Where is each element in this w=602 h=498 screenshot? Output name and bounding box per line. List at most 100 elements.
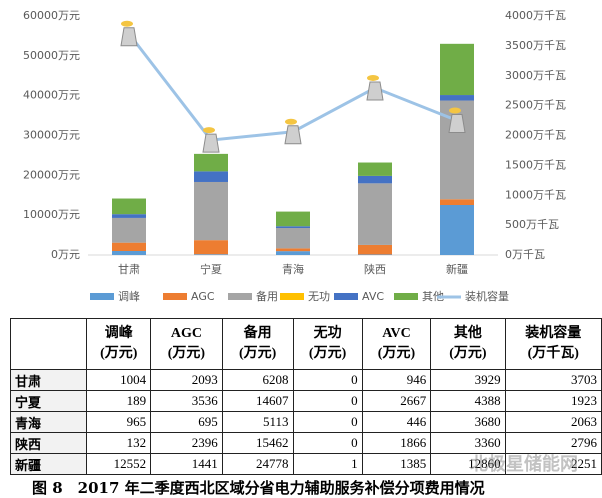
- line-marker: [448, 107, 466, 134]
- bar-segment: [440, 43, 474, 96]
- x-tick-label: 宁夏: [200, 262, 222, 276]
- table-cell: 3536: [150, 390, 223, 412]
- x-tick-label: 陕西: [364, 262, 386, 276]
- marker-steam: [449, 107, 461, 114]
- legend-label: 备用: [256, 289, 278, 303]
- header-name: 其他: [453, 326, 482, 341]
- bar-segment: [358, 183, 392, 245]
- column-header: 装机容量 (万千瓦): [504, 318, 602, 370]
- marker-steam: [367, 74, 379, 81]
- y-tick-label: 30000万元: [23, 129, 80, 142]
- table-row: 甘肃 1004 2093 6208 0 946 3929 3703: [9, 369, 602, 391]
- legend-label: 调峰: [118, 290, 140, 303]
- bar-segment: [276, 228, 310, 249]
- y2-tick-label: 4000万千瓦: [505, 9, 566, 22]
- bar-segment: [194, 153, 228, 172]
- line-marker: [120, 20, 138, 47]
- table-cell: 2667: [361, 390, 432, 412]
- header-unit: (万千瓦): [527, 346, 579, 361]
- legend-swatch: [394, 293, 418, 300]
- bar-segment: [276, 226, 310, 229]
- x-tick-label: 甘肃: [118, 263, 140, 276]
- marker-tower: [448, 114, 466, 134]
- y2-tick-label: 1500万千瓦: [505, 158, 566, 171]
- table-row: 青海 965 695 5113 0 446 3680 2063: [9, 411, 602, 433]
- row-label: 青海: [9, 411, 88, 433]
- table-cell: 2093: [150, 369, 223, 391]
- x-tick-label: 青海: [282, 262, 304, 276]
- y-tick-label: 50000万元: [23, 49, 80, 62]
- marker-steam: [285, 118, 297, 125]
- y2-tick-label: 2500万千瓦: [505, 99, 566, 112]
- table-row: 陕西 132 2396 15462 0 1866 3360 2796: [9, 432, 602, 454]
- table-cell: 3680: [430, 411, 506, 433]
- watermark: 北极星储能网: [470, 454, 578, 475]
- table-cell: 1385: [361, 453, 432, 475]
- legend-swatch: [334, 293, 358, 300]
- table-cell: 1866: [361, 432, 432, 454]
- legend-label: 装机容量: [465, 289, 509, 303]
- y-tick-label: 60000万元: [23, 9, 80, 22]
- chart: 0万元 10000万元 20000万元 30000万元 40000万元 50000万元 60…: [23, 9, 566, 303]
- header-name: AVC: [382, 326, 411, 341]
- table-cell: 189: [86, 390, 152, 412]
- bar-segment: [194, 171, 228, 182]
- row-label: 宁夏: [9, 390, 88, 412]
- legend-label: 无功: [308, 290, 330, 303]
- column-header: 无功 (万元): [292, 318, 363, 370]
- header-name: 无功: [313, 326, 342, 341]
- table-cell: 3360: [430, 432, 506, 454]
- table-cell: 446: [361, 411, 432, 433]
- legend-label: 其他: [422, 290, 444, 303]
- table-cell: 15462: [221, 432, 294, 454]
- bar-segment: [112, 251, 146, 255]
- table-cell: 4388: [430, 390, 506, 412]
- y-tick-label: 40000万元: [23, 89, 80, 102]
- legend-swatch: [163, 293, 187, 300]
- table-cell: 0: [292, 432, 363, 454]
- table-cell: 2251: [504, 453, 602, 475]
- marker-tower: [120, 27, 138, 47]
- marker-steam: [203, 127, 215, 134]
- marker-tower: [202, 133, 220, 153]
- line-marker: [284, 118, 302, 145]
- table-cell: 1004: [86, 369, 152, 391]
- x-tick-label: 新疆: [446, 262, 468, 276]
- legend-swatch: [90, 293, 114, 300]
- header-unit: (万元): [449, 346, 487, 361]
- column-header: 其他 (万元): [430, 318, 506, 370]
- row-label: 新疆: [9, 453, 88, 475]
- bar-segment: [358, 254, 392, 255]
- bar-segment: [440, 205, 474, 255]
- bar-segment: [276, 248, 310, 252]
- table-cell: 695: [150, 411, 223, 433]
- caption: 图 8 2017 年二季度西北区域分省电力辅助服务补偿分项费用情况: [32, 479, 485, 497]
- row-label: 甘肃: [9, 369, 88, 391]
- corner-cell: [9, 318, 88, 370]
- y-tick-label: 20000万元: [23, 168, 80, 181]
- table-cell: 6208: [221, 369, 294, 391]
- table-cell: 0: [292, 390, 363, 412]
- bar-segment: [112, 242, 146, 252]
- bar-segment: [440, 95, 474, 101]
- row-label: 陕西: [9, 432, 88, 454]
- y2-tick-label: 3000万千瓦: [505, 69, 566, 82]
- table-cell: 5113: [221, 411, 294, 433]
- line-marker: [202, 127, 220, 153]
- data-table: 调峰 (万元) AGC (万元) 备用 (万元) 无功 (万元) AVC (万元) 其他 (万元) 装机…: [9, 318, 602, 475]
- table-body: 甘肃 1004 2093 6208 0 946 3929 3703 宁夏 189 3536 14607…: [9, 369, 602, 475]
- header-unit: (万元): [377, 346, 416, 361]
- marker-tower: [284, 125, 302, 145]
- bar-segment: [112, 214, 146, 218]
- header-unit: (万元): [238, 346, 277, 361]
- column-header: 调峰 (万元): [86, 318, 152, 370]
- bar-segment: [440, 199, 474, 206]
- y2-tick-label: 2000万千瓦: [505, 129, 566, 142]
- table-row: 宁夏 189 3536 14607 0 2667 4388 1923: [9, 390, 602, 412]
- table-cell: 3703: [504, 369, 602, 391]
- header-name: 调峰: [104, 326, 133, 341]
- header-name: 装机容量: [525, 326, 582, 341]
- table-cell: 12860: [430, 453, 506, 475]
- bar-segment: [358, 175, 392, 184]
